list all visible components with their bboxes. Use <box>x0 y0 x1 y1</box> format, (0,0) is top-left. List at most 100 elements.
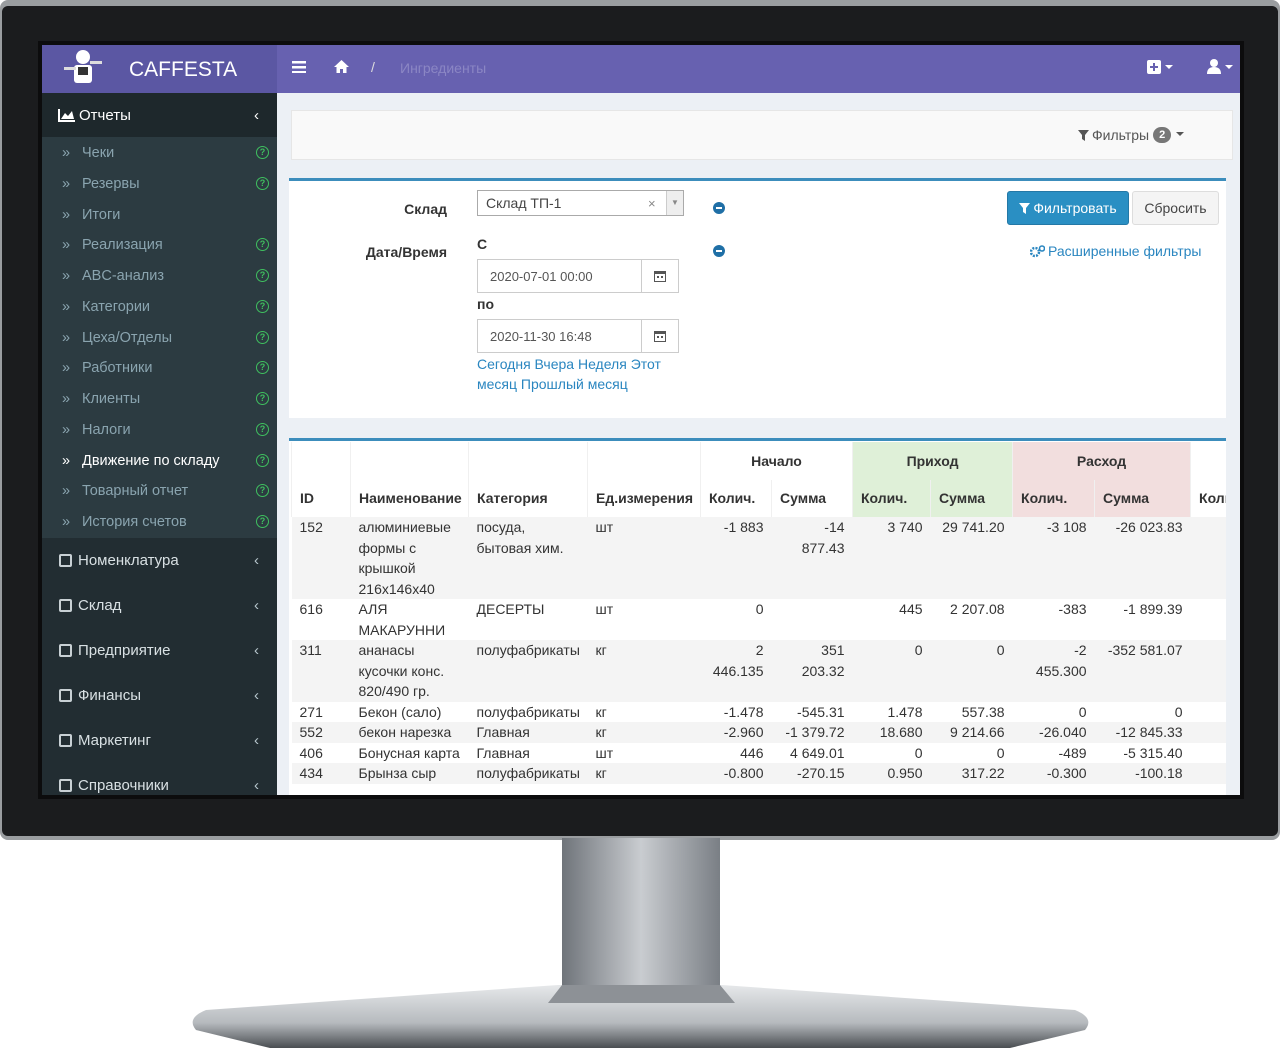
submenu-chevron: » <box>61 391 71 407</box>
home-icon[interactable] <box>334 60 349 73</box>
submenu-item[interactable]: » Клиенты? <box>42 384 277 414</box>
help-icon[interactable]: ? <box>256 361 269 375</box>
help-icon[interactable]: ? <box>256 176 269 190</box>
to-input[interactable]: 2020-11-30 16:48 <box>477 319 679 353</box>
table-row[interactable]: 434 Брынза сыр полуфабрикаты кг -0.800 -270.1… <box>291 763 1226 784</box>
menu-item[interactable]: Финансы ‹ <box>42 673 277 717</box>
table-cell: 557.38 <box>961 703 1005 720</box>
table-cell: -545.31 <box>797 703 845 720</box>
submenu-chevron: » <box>61 237 71 254</box>
submenu-label: Резервы <box>82 175 140 192</box>
help-icon[interactable]: ? <box>256 484 269 498</box>
reset-button[interactable]: Сбросить <box>1132 191 1219 225</box>
table-cell: -5 315.40 <box>1123 744 1183 761</box>
submenu-item[interactable]: » Реализация? <box>42 230 277 260</box>
from-input[interactable]: 2020-07-01 00:00 <box>477 259 679 293</box>
submenu-item[interactable]: » Цеха/Отделы? <box>42 323 277 353</box>
filter-button[interactable]: Фильтровать <box>1007 191 1129 225</box>
menu-item[interactable]: Номенклатура ‹ <box>42 538 277 582</box>
help-icon[interactable]: ? <box>256 453 269 467</box>
chevron: ‹ <box>254 641 259 659</box>
table-row[interactable]: 552 бекон нарезка Главная кг -2.960 -1 379.72… <box>291 722 1226 743</box>
table-cell: кг <box>595 765 607 781</box>
help-icon[interactable]: ? <box>256 422 269 436</box>
help-icon[interactable]: ? <box>256 515 269 528</box>
table-cell: Брынза сыр <box>358 765 437 781</box>
table-cell-empty <box>1191 599 1226 640</box>
help-icon[interactable]: ? <box>256 146 269 159</box>
logo[interactable]: CAFFESTA <box>42 45 277 93</box>
submenu-item[interactable]: » Движение по складу? <box>42 446 277 476</box>
submenu-item[interactable]: » История счетов? <box>42 507 277 537</box>
menu-label: Финансы <box>78 686 141 704</box>
column-header: ID <box>291 480 351 517</box>
submenu-item[interactable]: » Налоги? <box>42 415 277 445</box>
table-row[interactable]: 152 алюминиевые формы с крышкой 216х146х4… <box>291 517 1226 599</box>
menu-item[interactable]: Маркетинг ‹ <box>42 718 277 762</box>
table-cell: -26.040 <box>1039 724 1087 740</box>
warehouse-value: Склад ТП-1 <box>486 195 562 211</box>
movement-table: Начало Приход Расход ID Наименование Категори… <box>291 442 1226 784</box>
quick-range-link[interactable]: Неделя <box>577 356 627 372</box>
submenu-label: Итоги <box>82 206 121 223</box>
advanced-filters[interactable]: Расширенные фильтры <box>1030 243 1201 259</box>
quick-range-link[interactable]: Вчера <box>534 356 575 372</box>
submenu-item[interactable]: » Категории? <box>42 292 277 322</box>
breadcrumb[interactable]: Ингредиенты <box>400 60 487 76</box>
help-icon[interactable]: ? <box>256 299 269 313</box>
table-box: Начало Приход Расход ID Наименование Категори… <box>289 438 1226 795</box>
add-menu[interactable] <box>1147 60 1177 74</box>
submenu-item[interactable]: » Чеки? <box>42 138 277 168</box>
filters-toggle[interactable]: Фильтры 2 <box>1078 127 1186 143</box>
menu-item[interactable]: Справочники ‹ <box>42 763 277 795</box>
stand-neck <box>562 838 720 990</box>
to-value: 2020-11-30 16:48 <box>490 328 592 344</box>
from-value: 2020-07-01 00:00 <box>490 268 593 284</box>
table-cell: -1 379.72 <box>785 724 845 740</box>
table-row[interactable]: 616 АЛЯ МАКАРУННИ ДЕСЕРТЫ шт 0 445 2 207.08 -38… <box>292 599 1227 640</box>
select-arrow[interactable]: ▼ <box>666 191 683 215</box>
calendar-button[interactable] <box>641 260 678 292</box>
table-cell: 0 <box>996 642 1005 658</box>
submenu-chevron: » <box>61 421 71 438</box>
user-menu[interactable] <box>1207 59 1237 74</box>
menu-icon <box>59 643 72 657</box>
table-cell-empty <box>1191 722 1226 743</box>
menu-item-active[interactable]: Отчеты ‹ <box>42 93 277 137</box>
submenu-item[interactable]: » Резервы? <box>42 169 277 199</box>
quick-range-link[interactable]: Сегодня <box>477 356 531 372</box>
column-header: Сумма <box>770 480 853 517</box>
submenu-item[interactable]: » Итоги <box>42 200 277 230</box>
table-row[interactable]: 406 Бонусная карта Главная шт 446 4 649.01 0 0 -… <box>292 743 1227 764</box>
remove-filter[interactable] <box>713 202 725 214</box>
submenu-label: Работники <box>82 360 153 377</box>
app-screen: CAFFESTA / Ингредиенты Отчеты ‹ » Чеки? » Р… <box>42 45 1240 795</box>
table-row[interactable]: 271 Бекон (сало) полуфабрикаты кг -1.478 -545… <box>292 702 1227 723</box>
submenu-item[interactable]: » Работники? <box>42 353 277 383</box>
calendar-button[interactable] <box>641 320 678 352</box>
help-icon[interactable]: ? <box>256 238 269 252</box>
table-cell: 0.950 <box>887 765 923 781</box>
table-cell: 2 207.08 <box>950 601 1005 617</box>
help-icon[interactable]: ? <box>256 330 269 344</box>
table-row[interactable]: 311 ананасы кусочки конс. 820/490 гр. полу… <box>291 640 1226 702</box>
menu-item[interactable]: Склад ‹ <box>42 583 277 627</box>
remove-filter[interactable] <box>713 245 725 257</box>
submenu-label: Клиенты <box>82 391 141 407</box>
quick-range-link[interactable]: Прошлый месяц <box>520 376 628 392</box>
help-icon[interactable]: ? <box>256 392 269 405</box>
warehouse-select[interactable]: Склад ТП-1 × ▼ <box>477 190 684 216</box>
submenu-item[interactable]: » ABC-анализ? <box>42 261 277 291</box>
table-cell: полуфабрикаты <box>476 765 580 781</box>
table-cell: АЛЯ МАКАРУННИ <box>358 601 446 638</box>
table-cell: 152 <box>299 519 323 535</box>
menu-toggle[interactable] <box>292 61 306 73</box>
help-icon[interactable]: ? <box>256 269 269 282</box>
submenu-item[interactable]: » Товарный отчет? <box>42 476 277 506</box>
stand-joint <box>548 985 735 1003</box>
clear-select[interactable]: × <box>648 196 656 211</box>
quick-range-link[interactable]: Этот месяц <box>477 356 661 392</box>
menu-item[interactable]: Предприятие ‹ <box>42 628 277 672</box>
menu-label: Отчеты <box>79 106 131 124</box>
table-cell: -12 845.33 <box>1115 724 1183 740</box>
